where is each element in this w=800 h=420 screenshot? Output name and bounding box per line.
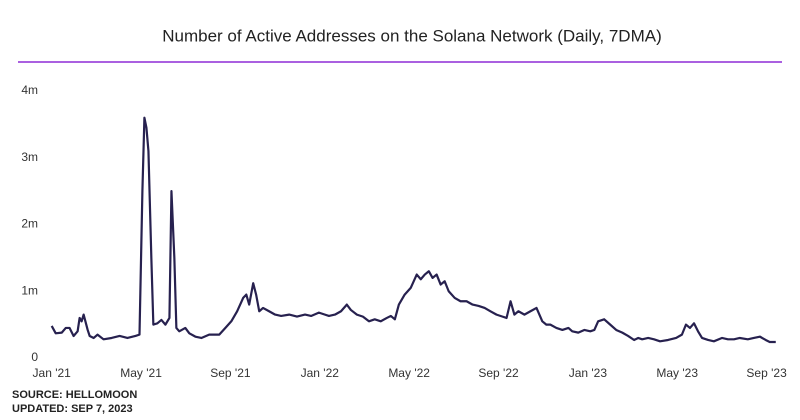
x-tick-label: Jan '22 bbox=[301, 366, 340, 380]
y-tick-label: 4m bbox=[21, 83, 38, 97]
updated-note: UPDATED: SEP 7, 2023 bbox=[12, 403, 133, 415]
x-tick-label: Sep '21 bbox=[210, 366, 251, 380]
data-line bbox=[50, 116, 776, 344]
x-tick-label: May '23 bbox=[656, 366, 698, 380]
y-tick-label: 2m bbox=[21, 217, 38, 231]
y-tick-label: 3m bbox=[21, 150, 38, 164]
x-tick-label: Jan '21 bbox=[33, 366, 72, 380]
source-note: SOURCE: HELLOMOON bbox=[12, 389, 137, 401]
x-tick-label: Sep '23 bbox=[746, 366, 787, 380]
y-tick-label: 1m bbox=[21, 283, 38, 297]
chart-title: Number of Active Addresses on the Solana… bbox=[162, 26, 662, 45]
x-tick-label: May '21 bbox=[120, 366, 162, 380]
x-tick-label: Jan '23 bbox=[569, 366, 608, 380]
x-tick-label: May '22 bbox=[388, 366, 430, 380]
x-tick-label: Sep '22 bbox=[478, 366, 519, 380]
y-tick-label: 0 bbox=[31, 350, 38, 364]
